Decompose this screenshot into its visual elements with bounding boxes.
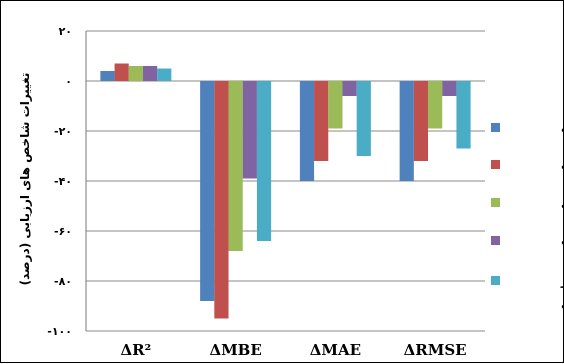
- bar: [142, 66, 158, 81]
- bar: [442, 81, 457, 96]
- legend-label: بسیار: [560, 274, 564, 288]
- bar: [314, 81, 329, 161]
- legend-swatch: [491, 236, 500, 245]
- y-tick-labels: ۲۰ ۰ -۲۰ -۴۰ -۶۰ -۸۰ -۱۰۰: [47, 25, 72, 338]
- bar: [399, 81, 414, 181]
- bar: [356, 81, 371, 156]
- bar: [114, 63, 129, 81]
- legend-swatch: [491, 123, 500, 132]
- x-category-labels: ΔR² ΔMBE ΔMAE ΔRMSE: [121, 341, 467, 359]
- bar: [413, 81, 429, 161]
- legend-label: مرطوب: [561, 234, 564, 249]
- bars: [100, 63, 471, 319]
- bar: [256, 81, 272, 241]
- x-category-label: ΔR²: [121, 341, 152, 359]
- bar: [242, 81, 257, 179]
- legend-label: مدیترانه ای: [561, 196, 564, 210]
- y-tick-label: -۱۰۰: [47, 325, 72, 338]
- y-tick-label: -۴۰: [54, 175, 72, 188]
- y-tick-label: -۶۰: [54, 225, 72, 238]
- legend-label: نیمه خشک: [561, 158, 564, 172]
- y-tick-label: -۸۰: [54, 275, 72, 288]
- bar: [100, 71, 115, 81]
- legend-label: خشک: [561, 121, 564, 135]
- bar: [299, 81, 315, 181]
- y-tick-label: ۲۰: [59, 25, 72, 38]
- y-tick-label: ۰: [65, 75, 72, 88]
- bar: [328, 81, 343, 129]
- x-category-label: ΔRMSE: [404, 341, 467, 359]
- bar: [228, 81, 243, 251]
- bar: [428, 81, 443, 129]
- bar: [214, 81, 229, 319]
- bar: [342, 81, 357, 96]
- x-category-label: ΔMAE: [310, 341, 361, 359]
- y-axis-label: تغییرات شاخص های ارزیابی (درصد): [18, 73, 32, 286]
- y-tick-label: -۲۰: [54, 125, 72, 138]
- bar: [456, 81, 471, 149]
- legend-label: مرطوب: [561, 298, 564, 313]
- legend: خشک نیمه خشک مدیترانه ای مرطوب بسیار مرطوب: [491, 121, 564, 313]
- legend-swatch: [491, 276, 500, 285]
- x-category-label: ΔMBE: [209, 341, 261, 359]
- bar: [157, 68, 172, 81]
- legend-swatch: [491, 198, 500, 207]
- bar: [128, 66, 143, 81]
- legend-swatch: [491, 160, 500, 169]
- bar: [200, 81, 215, 301]
